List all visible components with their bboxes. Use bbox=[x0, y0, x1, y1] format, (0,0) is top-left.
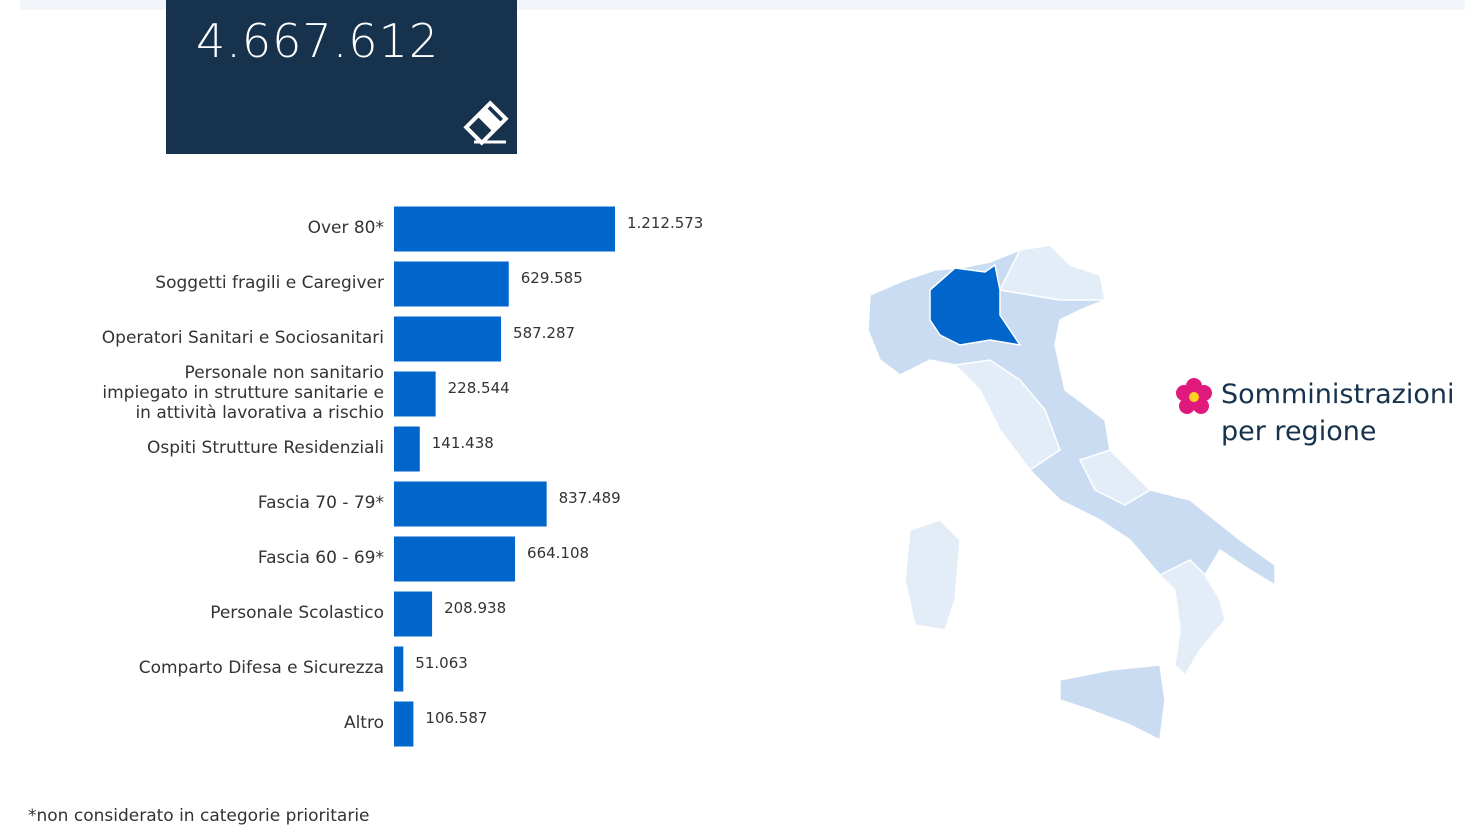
bar bbox=[394, 536, 516, 582]
category-label: Soggetti fragili e Caregiver bbox=[155, 273, 384, 293]
top-strip bbox=[20, 0, 1465, 10]
value-label: 106.587 bbox=[425, 709, 488, 727]
total-box: 4.667.612 bbox=[166, 0, 517, 154]
value-label: 51.063 bbox=[415, 654, 468, 672]
map-sicilia bbox=[1059, 664, 1166, 742]
map-mainland bbox=[867, 244, 1276, 677]
category-label: Personale non sanitario impiegato in str… bbox=[102, 363, 384, 423]
map-title: Somministrazioni per regione bbox=[1221, 379, 1455, 447]
value-label: 1.212.573 bbox=[627, 214, 704, 232]
bar bbox=[394, 481, 547, 527]
total-value: 4.667.612 bbox=[196, 14, 440, 68]
bar bbox=[394, 206, 615, 252]
bar bbox=[394, 646, 404, 692]
value-label: 837.489 bbox=[558, 489, 621, 507]
category-label: Personale Scolastico bbox=[210, 603, 384, 623]
value-label: 629.585 bbox=[520, 269, 583, 287]
map-lombardia bbox=[929, 263, 1022, 347]
value-label: 141.438 bbox=[431, 434, 494, 452]
category-label: Fascia 60 - 69* bbox=[257, 548, 384, 568]
value-label: 228.544 bbox=[447, 379, 510, 397]
category-label: Altro bbox=[343, 713, 384, 733]
map-region bbox=[1158, 559, 1226, 677]
map-sardegna bbox=[904, 519, 961, 631]
italy-map bbox=[867, 244, 1276, 742]
map-region bbox=[998, 244, 1106, 301]
category-label: Ospiti Strutture Residenziali bbox=[147, 438, 384, 458]
value-label: 208.938 bbox=[444, 599, 507, 617]
eraser-icon[interactable] bbox=[166, 0, 517, 154]
bar bbox=[394, 371, 436, 417]
category-label: Operatori Sanitari e Sociosanitari bbox=[101, 328, 384, 348]
category-label: Fascia 70 - 79* bbox=[257, 493, 384, 513]
bar bbox=[394, 591, 433, 637]
value-label: 664.108 bbox=[527, 544, 590, 562]
flower-icon bbox=[1176, 378, 1212, 414]
map-region bbox=[1078, 449, 1152, 506]
bar bbox=[394, 701, 414, 747]
footnote: *non considerato in categorie prioritari… bbox=[28, 806, 370, 826]
category-label: Over 80* bbox=[307, 218, 384, 238]
bar bbox=[394, 261, 509, 307]
category-label: Comparto Difesa e Sicurezza bbox=[138, 658, 384, 678]
map-region bbox=[953, 359, 1061, 472]
bar bbox=[394, 316, 502, 362]
bar bbox=[394, 426, 420, 472]
value-label: 587.287 bbox=[513, 324, 576, 342]
